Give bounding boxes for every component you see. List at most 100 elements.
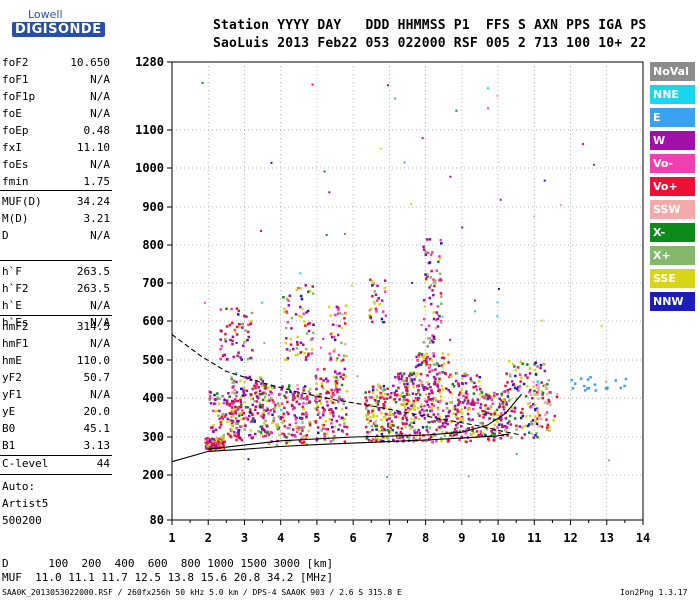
- echo-point: [218, 417, 222, 421]
- echo-point: [295, 416, 298, 419]
- echo-point: [425, 363, 428, 366]
- echo-point: [493, 435, 496, 439]
- echo-point: [329, 358, 332, 362]
- echo-point: [421, 426, 425, 429]
- echo-point: [429, 341, 432, 344]
- echo-point: [407, 406, 410, 410]
- x-tick-label: 12: [563, 531, 577, 545]
- echo-point: [344, 304, 348, 308]
- echo-point: [389, 425, 392, 428]
- echo-point: [528, 372, 532, 375]
- echo-point: [317, 431, 320, 434]
- echo-point: [240, 323, 243, 326]
- muf-row: MUF 11.0 11.1 11.7 12.5 13.8 15.6 20.8 3…: [2, 571, 334, 584]
- legend-item: NNE: [650, 85, 695, 104]
- echo-point: [263, 395, 267, 399]
- echo-point: [433, 280, 436, 284]
- echo-point: [265, 430, 268, 433]
- echo-point: [466, 393, 469, 396]
- echo-point: [457, 403, 460, 407]
- echo-point: [478, 414, 481, 417]
- echo-point: [208, 440, 212, 444]
- echo-point: [369, 307, 373, 310]
- echo-point: [483, 413, 486, 417]
- echo-point: [438, 315, 441, 318]
- echo-point: [303, 425, 306, 429]
- echo-point: [514, 374, 517, 378]
- echo-point: [246, 338, 249, 342]
- echo-point: [532, 385, 535, 388]
- echo-point: [552, 419, 555, 422]
- echo-point: [511, 362, 515, 366]
- header-row-values: SaoLuis 2013 Feb22 053 022000 RSF 005 2 …: [213, 36, 647, 51]
- echo-point: [214, 439, 218, 443]
- echo-point: [338, 372, 341, 375]
- echo-point: [386, 393, 389, 396]
- echo-point: [405, 416, 408, 419]
- echo-point: [500, 394, 504, 397]
- echo-point: [484, 434, 487, 437]
- echo-point: [539, 363, 543, 367]
- echo-point: [492, 418, 496, 421]
- auto-program: Artist5: [2, 497, 49, 510]
- echo-point: [407, 409, 410, 413]
- echo-point: [387, 84, 389, 87]
- echo-point: [273, 410, 276, 413]
- echo-point: [283, 435, 286, 438]
- echo-point: [316, 368, 319, 371]
- echo-point: [440, 302, 443, 305]
- echo-point: [441, 424, 444, 428]
- echo-point: [393, 393, 397, 397]
- echo-point: [370, 411, 374, 415]
- echo-point: [405, 377, 408, 380]
- echo-point: [298, 439, 302, 443]
- echo-point: [230, 307, 233, 311]
- echo-point: [350, 284, 353, 287]
- echo-point: [428, 421, 431, 424]
- echo-point: [266, 425, 269, 428]
- echo-point: [225, 402, 229, 406]
- echo-point: [264, 392, 267, 395]
- echo-point: [545, 386, 548, 390]
- echo-point: [429, 398, 433, 401]
- echo-point: [424, 273, 427, 276]
- legend-item: Vo-: [650, 154, 695, 173]
- echo-point: [404, 405, 407, 408]
- echo-point: [397, 377, 401, 381]
- echo-point: [249, 408, 252, 411]
- echo-point: [388, 417, 391, 420]
- echo-point: [260, 301, 263, 304]
- echo-point: [434, 318, 438, 322]
- echo-point: [589, 375, 592, 379]
- echo-point: [513, 410, 516, 413]
- legend-item: X+: [650, 246, 695, 265]
- echo-point: [387, 425, 390, 428]
- echo-point: [425, 425, 429, 429]
- echo-point: [440, 419, 444, 422]
- echo-point: [534, 434, 537, 437]
- echo-point: [330, 418, 334, 422]
- echo-point: [393, 391, 396, 395]
- echo-point: [540, 381, 543, 384]
- echo-point: [208, 439, 212, 442]
- echo-point: [506, 381, 509, 384]
- echo-point: [435, 399, 438, 402]
- echo-point: [382, 437, 385, 440]
- echo-point: [498, 397, 501, 400]
- echo-point: [334, 386, 338, 389]
- echo-point: [448, 401, 452, 404]
- echo-point: [424, 251, 427, 254]
- echo-point: [455, 430, 458, 433]
- echo-point: [373, 302, 377, 305]
- echo-point: [219, 420, 223, 424]
- echo-point: [405, 419, 409, 422]
- echo-point: [230, 406, 234, 409]
- echo-point: [423, 305, 427, 308]
- echo-point: [213, 448, 216, 451]
- echo-point: [405, 398, 408, 402]
- echo-point: [422, 354, 426, 357]
- echo-point: [302, 343, 305, 346]
- echo-point: [521, 362, 524, 366]
- echo-point: [315, 397, 318, 400]
- echo-point: [343, 342, 347, 346]
